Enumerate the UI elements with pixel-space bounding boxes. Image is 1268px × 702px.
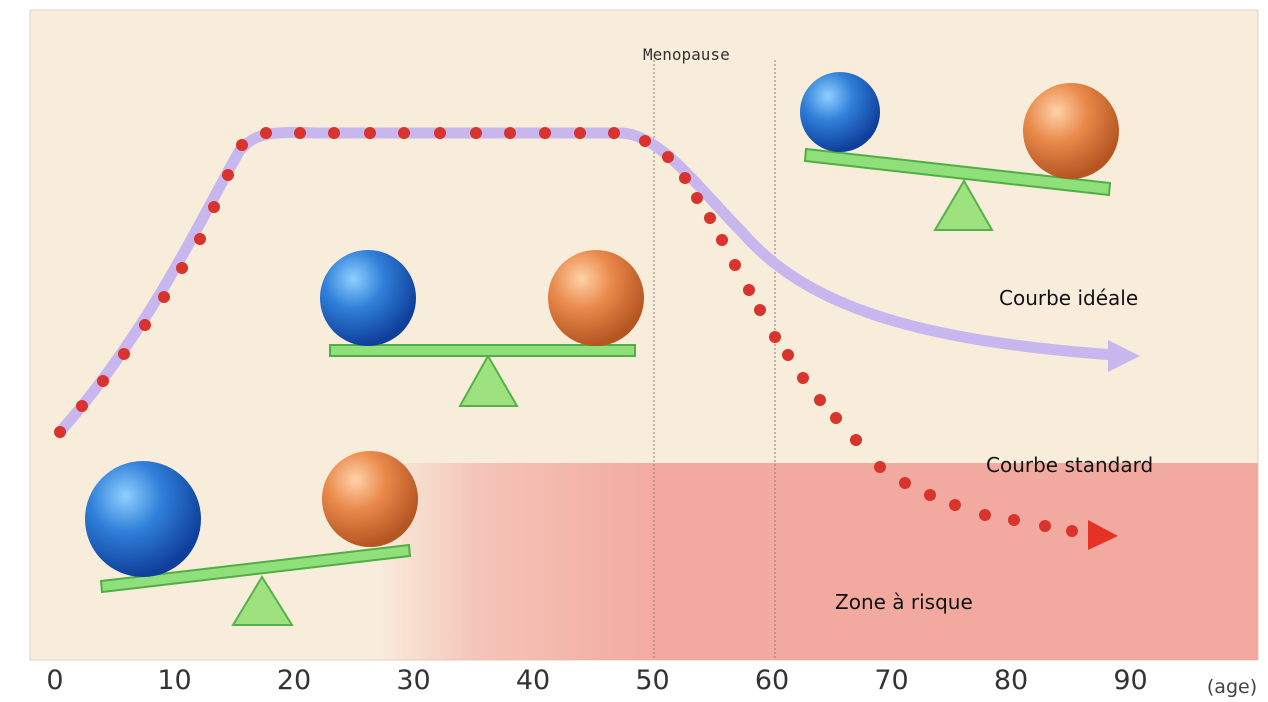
- orange-ball-adulthood: [548, 250, 644, 346]
- standard-curve-dot: [639, 135, 651, 147]
- standard-curve-dot: [899, 477, 911, 489]
- standard-curve-dot: [754, 304, 766, 316]
- risk-zone: [655, 463, 1258, 660]
- standard-curve-dot: [949, 499, 961, 511]
- standard-curve: [54, 127, 1078, 537]
- standard-curve-dot: [208, 201, 220, 213]
- standard-curve-dot: [1066, 525, 1078, 537]
- standard-curve-dot: [608, 127, 620, 139]
- standard-curve-dot: [704, 212, 716, 224]
- standard-curve-dot: [716, 234, 728, 246]
- ideal-curve-arrowhead: [1108, 340, 1140, 372]
- standard-curve-dot: [328, 127, 340, 139]
- risk-zone-label: Zone à risque: [835, 590, 973, 614]
- standard-curve-dot: [398, 127, 410, 139]
- standard-curve-dot: [236, 139, 248, 151]
- standard-curve-dot: [729, 259, 741, 271]
- standard-curve-dot: [769, 331, 781, 343]
- blue-ball-post-menopause: [800, 72, 880, 152]
- standard-curve-dot: [158, 291, 170, 303]
- standard-curve-dot: [691, 192, 703, 204]
- standard-curve-dot: [850, 434, 862, 446]
- standard-curve-dot: [194, 233, 206, 245]
- balance-adulthood: [320, 250, 644, 407]
- balance-post-menopause: [800, 72, 1119, 231]
- orange-ball-post-menopause: [1023, 83, 1119, 179]
- standard-curve-dot: [1039, 520, 1051, 532]
- fulcrum-post-menopause: [933, 179, 994, 231]
- standard-curve-dot: [260, 127, 272, 139]
- standard-curve-dot: [797, 372, 809, 384]
- orange-ball-childhood: [322, 451, 418, 547]
- standard-curve-arrowhead: [1088, 520, 1118, 550]
- x-tick-60: 60: [754, 665, 790, 696]
- standard-curve-dot: [874, 461, 886, 473]
- x-tick-70: 70: [874, 665, 909, 696]
- blue-ball-adulthood: [320, 250, 416, 346]
- standard-curve-dot: [176, 262, 188, 274]
- standard-curve-dot: [814, 394, 826, 406]
- x-tick-0: 0: [46, 665, 64, 696]
- fulcrum-childhood: [231, 575, 294, 626]
- fulcrum-adulthood: [458, 353, 519, 407]
- x-tick-10: 10: [157, 665, 192, 696]
- x-tick-40: 40: [515, 665, 551, 696]
- standard-curve-dot: [364, 127, 376, 139]
- standard-curve-dot: [662, 151, 674, 163]
- standard-curve-dot: [139, 319, 151, 331]
- beam-childhood: [99, 543, 412, 594]
- standard-curve-dot: [979, 509, 991, 521]
- beam-adulthood: [329, 344, 636, 357]
- beam-post-menopause: [803, 147, 1112, 197]
- standard-curve-dot: [54, 426, 66, 438]
- standard-curve-dot: [539, 127, 551, 139]
- x-tick-20: 20: [276, 665, 312, 696]
- standard-curve-dot: [782, 349, 794, 361]
- ideal-curve: [54, 127, 1121, 438]
- x-tick-30: 30: [396, 665, 431, 696]
- standard-curve-dot: [97, 375, 109, 387]
- x-tick-50: 50: [635, 665, 670, 696]
- risk-zone-fade: [380, 463, 660, 660]
- x-tick-80: 80: [993, 665, 1029, 696]
- standard-curve-dot: [924, 489, 936, 501]
- standard-curve-dot: [1008, 514, 1020, 526]
- standard-curve-dot: [574, 127, 586, 139]
- ideal-curve-label: Courbe idéale: [999, 286, 1139, 310]
- standard-curve-dot: [118, 348, 130, 360]
- menopause-label: Menopause: [643, 45, 730, 64]
- standard-curve-dot: [679, 172, 691, 184]
- standard-curve-dot: [434, 127, 446, 139]
- x-axis-unit: (age): [1206, 676, 1258, 698]
- standard-curve-dot: [294, 127, 306, 139]
- standard-curve-dot: [470, 127, 482, 139]
- standard-curve-dot: [743, 284, 755, 296]
- standard-curve-dot: [76, 400, 88, 412]
- standard-curve-dot: [504, 127, 516, 139]
- x-tick-90: 90: [1113, 665, 1148, 696]
- blue-ball-childhood: [85, 461, 201, 577]
- standard-curve-label: Courbe standard: [986, 453, 1154, 477]
- balance-childhood: [85, 451, 418, 626]
- standard-curve-dot: [830, 412, 842, 424]
- standard-curve-dot: [222, 169, 234, 181]
